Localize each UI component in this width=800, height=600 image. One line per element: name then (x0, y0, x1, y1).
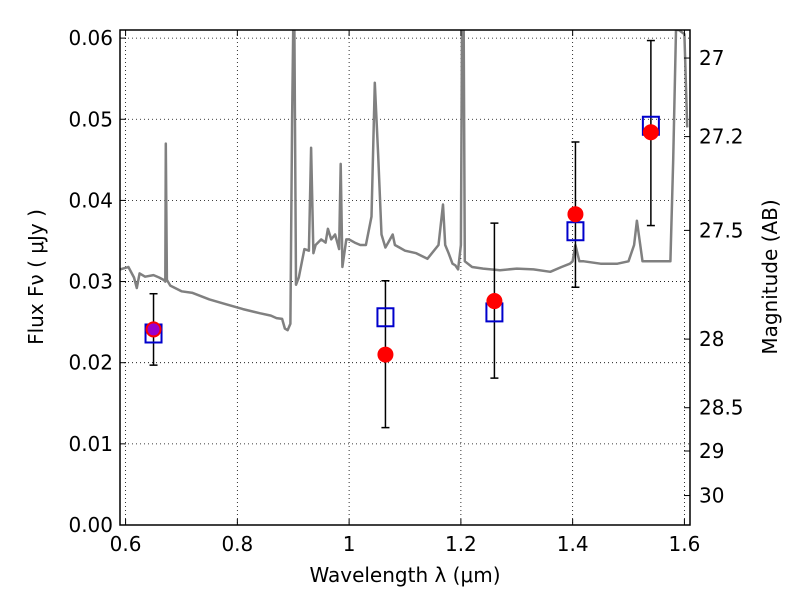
x-axis: 0.6 0.8 1 1.2 1.4 1.6 (110, 30, 701, 556)
model-band-square (376, 307, 395, 328)
mag-tick-label: 30 (699, 484, 724, 508)
mag-tick-label: 29 (699, 439, 724, 463)
y-axis-label: Flux Fν ( μJy ) (24, 209, 48, 345)
y-tick-label: 0.02 (68, 351, 113, 375)
y-tick-label: 0.03 (68, 270, 113, 294)
mag-tick-label: 27.5 (699, 218, 744, 242)
x-tick-label: 1 (343, 532, 356, 556)
y-tick-label: 0.06 (68, 26, 113, 50)
x-tick-label: 1.6 (669, 532, 701, 556)
mag-tick-label: 27.2 (699, 125, 744, 149)
y-tick-label: 0.00 (68, 513, 113, 537)
x-tick-label: 0.6 (110, 532, 142, 556)
observed-flux-point (377, 346, 394, 363)
y-axis-right: 27 27.2 27.5 28 28.5 29 30 (684, 46, 744, 508)
y-tick-label: 0.01 (68, 432, 113, 456)
mag-tick-label: 27 (699, 46, 724, 70)
x-axis-label: Wavelength λ (μm) (309, 563, 500, 587)
plot-frame (119, 29, 691, 526)
purple-overlap-point (147, 323, 160, 336)
x-tick-label: 0.8 (221, 532, 253, 556)
x-tick-label: 1.2 (445, 532, 477, 556)
grid-lines (120, 30, 690, 525)
y-axis-right-label: Magnitude (AB) (758, 199, 782, 354)
model-band-square (566, 221, 585, 242)
x-tick-label: 1.4 (557, 532, 589, 556)
observed-flux-point (486, 293, 503, 310)
observed-flux-point (567, 206, 584, 223)
mag-tick-label: 28.5 (699, 396, 744, 420)
mag-tick-label: 28 (699, 327, 724, 351)
observed-flux-point (642, 124, 659, 141)
model-sed-line (120, 30, 689, 332)
y-tick-label: 0.04 (68, 188, 113, 212)
y-axis-left: 0.00 0.01 0.02 0.03 0.04 0.05 0.06 (68, 26, 126, 537)
y-tick-label: 0.05 (68, 107, 113, 131)
plot-area (120, 30, 689, 429)
